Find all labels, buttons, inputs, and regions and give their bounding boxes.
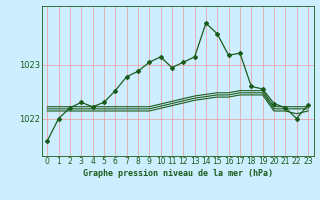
X-axis label: Graphe pression niveau de la mer (hPa): Graphe pression niveau de la mer (hPa): [83, 169, 273, 178]
